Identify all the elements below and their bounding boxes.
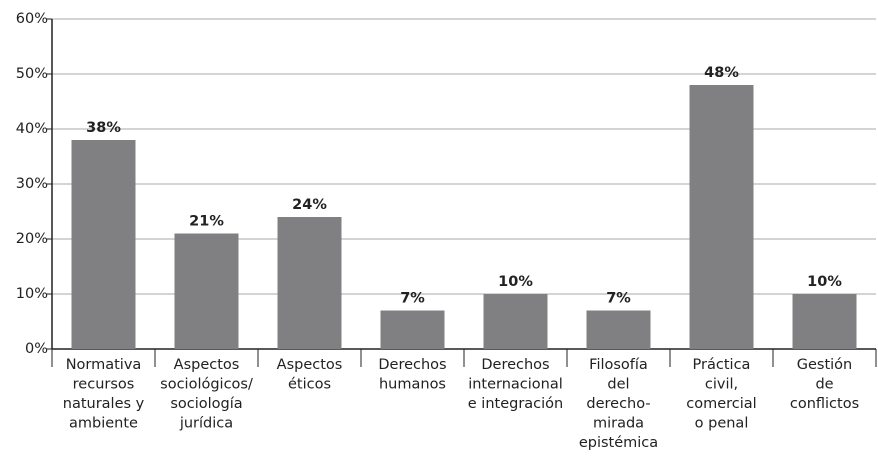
x-tick-label: Aspectos	[174, 357, 240, 373]
x-tick-label: sociológicos/	[160, 377, 253, 393]
x-tick-label: éticos	[288, 377, 331, 393]
bar	[174, 233, 239, 349]
bar	[277, 217, 342, 349]
bar	[689, 85, 754, 349]
x-tick-label: naturales y	[63, 396, 145, 412]
x-tick-label: o penal	[695, 416, 749, 432]
data-label: 7%	[400, 291, 425, 307]
x-tick-label: jurídica	[179, 416, 233, 432]
x-tick-label: ambiente	[69, 416, 138, 432]
x-tick-label: Derechos	[481, 357, 549, 373]
x-tick-label: mirada	[593, 416, 644, 432]
x-tick-label: Normativa	[66, 357, 142, 373]
x-tick-label: humanos	[379, 377, 446, 393]
bar	[380, 310, 445, 349]
bar	[792, 294, 857, 349]
y-tick-label: 10%	[16, 286, 48, 302]
data-label: 10%	[807, 274, 842, 290]
x-tick-label: epistémica	[579, 435, 658, 451]
x-tick-label: Derechos	[378, 357, 446, 373]
x-tick-label: Filosofía	[589, 357, 648, 373]
x-tick-label: Práctica	[693, 357, 751, 373]
x-tick-label: derecho-	[586, 396, 650, 412]
bar	[586, 310, 651, 349]
x-tick-label: Aspectos	[277, 357, 343, 373]
data-label: 24%	[292, 197, 327, 213]
data-label: 21%	[189, 214, 224, 230]
x-tick-label: e integración	[468, 396, 563, 412]
x-tick-label: civil,	[705, 377, 738, 393]
y-tick-label: 30%	[16, 176, 48, 192]
y-tick-label: 0%	[25, 341, 48, 357]
x-tick-label: sociología	[170, 396, 242, 412]
x-tick-label: internacional	[468, 377, 563, 393]
y-tick-label: 50%	[16, 66, 48, 82]
x-tick-label: del	[607, 377, 629, 393]
bar	[483, 294, 548, 349]
bar	[71, 140, 136, 349]
x-tick-label: conflictos	[790, 396, 859, 412]
y-tick-label: 40%	[16, 121, 48, 137]
data-label: 48%	[704, 65, 739, 81]
data-label: 7%	[606, 291, 631, 307]
data-label: 38%	[86, 120, 121, 136]
x-tick-label: de	[815, 377, 833, 393]
x-tick-label: Gestión	[797, 357, 853, 373]
y-tick-label: 20%	[16, 231, 48, 247]
y-tick-label: 60%	[16, 11, 48, 27]
x-tick-label: comercial	[686, 396, 756, 412]
data-label: 10%	[498, 274, 533, 290]
x-tick-label: recursos	[73, 377, 135, 393]
